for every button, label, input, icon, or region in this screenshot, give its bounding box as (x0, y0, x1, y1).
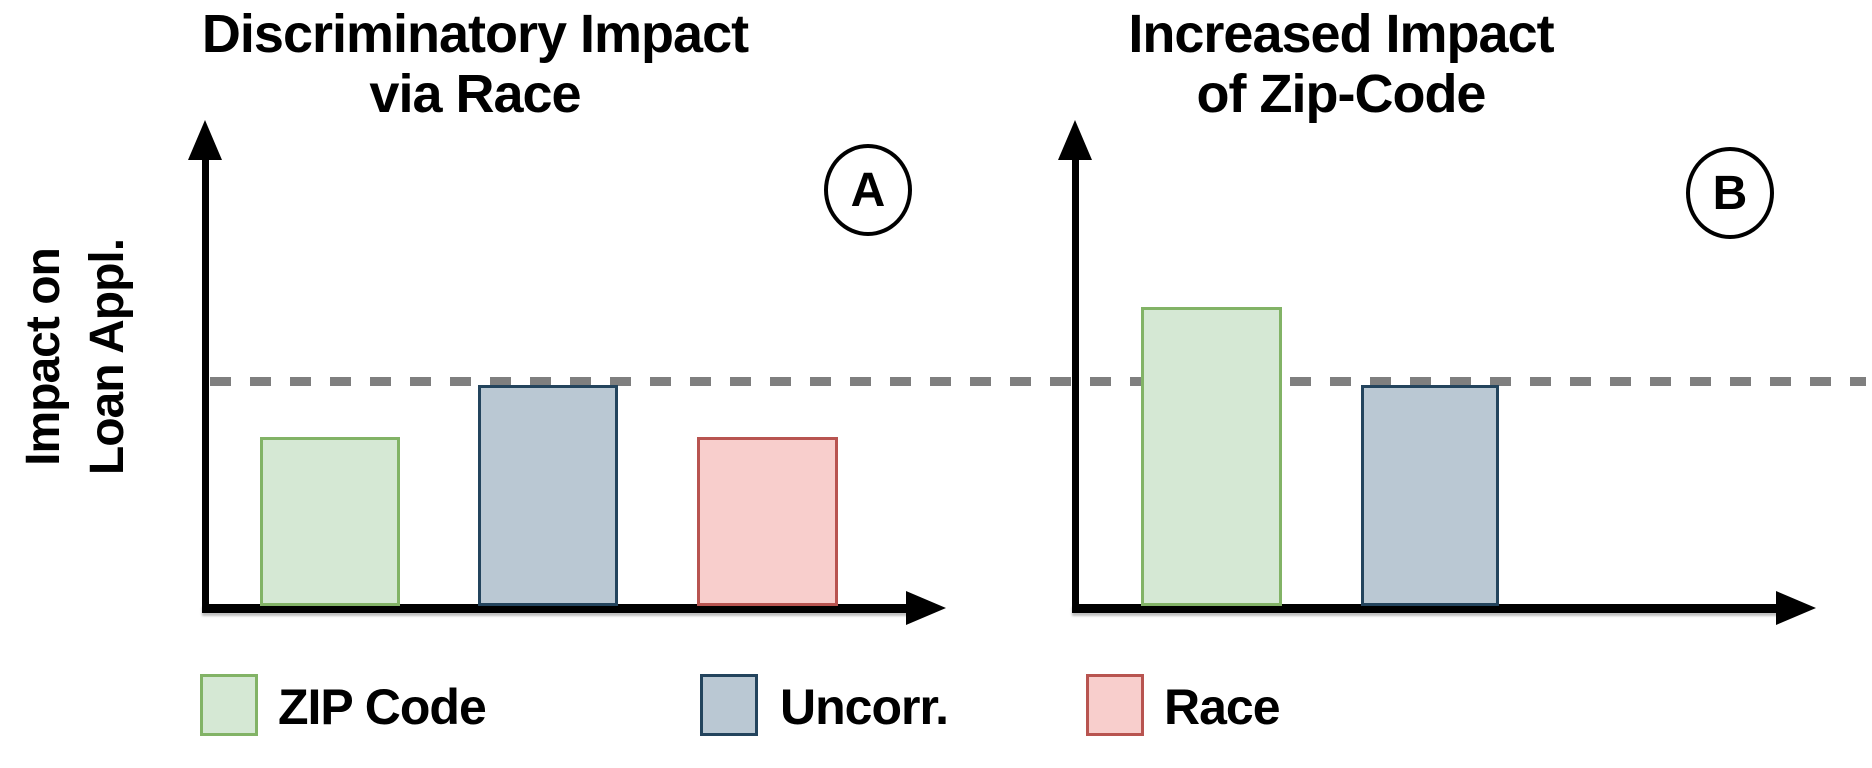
panel-b-bar-uncorr (1361, 385, 1499, 606)
panel-b-title-line2: of Zip-Code (1196, 64, 1487, 124)
panel-a-bar-zip-code (260, 437, 400, 606)
panel-a-x-axis-arrow-icon (906, 591, 946, 625)
legend-swatch-zip-code (200, 674, 258, 736)
panel-a-title-line1: Discriminatory Impact (201, 4, 749, 64)
threshold-dashed-line (210, 377, 1866, 386)
legend-label-zip-code: ZIP Code (278, 679, 487, 735)
panel-a-x-axis (202, 604, 908, 613)
y-axis-label-line2: Loan Appl. (81, 238, 134, 476)
panel-b-title-line1: Increased Impact (1128, 4, 1554, 64)
legend-swatch-uncorr (700, 674, 758, 736)
panel-b-x-axis (1072, 604, 1778, 613)
legend-swatch-race (1086, 674, 1144, 736)
panel-b-bar-zip-code (1141, 307, 1282, 606)
y-axis-label: Impact on Loan Appl. (12, 147, 144, 567)
panel-b-badge: B (1686, 147, 1774, 239)
legend-label-uncorr: Uncorr. (780, 679, 949, 735)
panel-a-title: Discriminatory Impact via Race (105, 4, 845, 124)
panel-a-y-axis (202, 158, 209, 613)
panel-a-bar-race (697, 437, 838, 606)
legend-label-race: Race (1164, 679, 1281, 735)
panel-a-y-axis-arrow-icon (188, 120, 222, 160)
panel-a-badge: A (824, 144, 912, 236)
panel-a-badge-letter: A (850, 163, 886, 217)
panel-a-title-line2: via Race (369, 64, 581, 124)
panel-b-y-axis-arrow-icon (1058, 120, 1092, 160)
panel-b-y-axis (1072, 158, 1079, 613)
y-axis-label-line1: Impact on (17, 248, 70, 466)
panel-b-badge-letter: B (1712, 166, 1748, 220)
panel-a-bar-uncorr (478, 385, 618, 606)
panel-b-title: Increased Impact of Zip-Code (1041, 4, 1641, 124)
panel-b-x-axis-arrow-icon (1776, 591, 1816, 625)
